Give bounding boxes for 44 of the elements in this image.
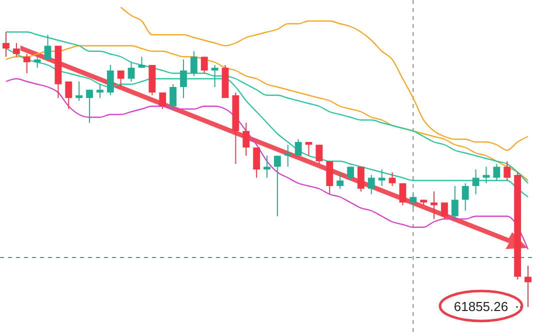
candlestick xyxy=(336,172,344,190)
candlestick xyxy=(65,81,72,110)
candlestick xyxy=(170,84,176,110)
candlestick xyxy=(34,56,41,68)
candlestick xyxy=(378,169,386,186)
candlestick xyxy=(451,186,458,220)
candlestick xyxy=(368,174,375,195)
candlestick xyxy=(388,172,396,186)
candlestick xyxy=(2,32,10,58)
candlestick xyxy=(399,182,406,206)
candlestick xyxy=(44,34,52,60)
candlestick xyxy=(117,70,124,88)
candlestick xyxy=(347,166,354,181)
candlestick xyxy=(106,64,114,96)
candlestick xyxy=(159,92,166,110)
candlestick xyxy=(242,122,250,156)
candlestick xyxy=(430,191,438,220)
candlestick xyxy=(274,155,281,217)
candlestick xyxy=(128,62,135,82)
candlestick xyxy=(23,54,30,74)
candlestick xyxy=(358,166,364,192)
candlestick xyxy=(524,265,532,308)
candlestick xyxy=(264,155,270,178)
candlestick xyxy=(462,182,469,212)
candlestick xyxy=(316,144,323,164)
candlestick xyxy=(410,194,417,208)
candlestick xyxy=(294,138,302,156)
candlestick xyxy=(493,164,500,181)
candlestick xyxy=(12,42,20,58)
candlestick xyxy=(504,160,511,181)
candlestick xyxy=(482,166,490,184)
annotation: 61855.26 xyxy=(454,299,508,314)
candlestick xyxy=(96,84,104,98)
candlestick xyxy=(472,169,480,195)
candlestick xyxy=(76,81,83,102)
candlestick xyxy=(180,59,187,98)
candlestick xyxy=(138,56,146,68)
candlestick xyxy=(441,202,448,220)
candlestick xyxy=(190,50,198,76)
candlestick xyxy=(86,89,93,124)
candlestick xyxy=(200,56,208,74)
candlestick xyxy=(284,144,292,168)
candlestick xyxy=(305,142,312,156)
candlestick xyxy=(253,147,260,178)
